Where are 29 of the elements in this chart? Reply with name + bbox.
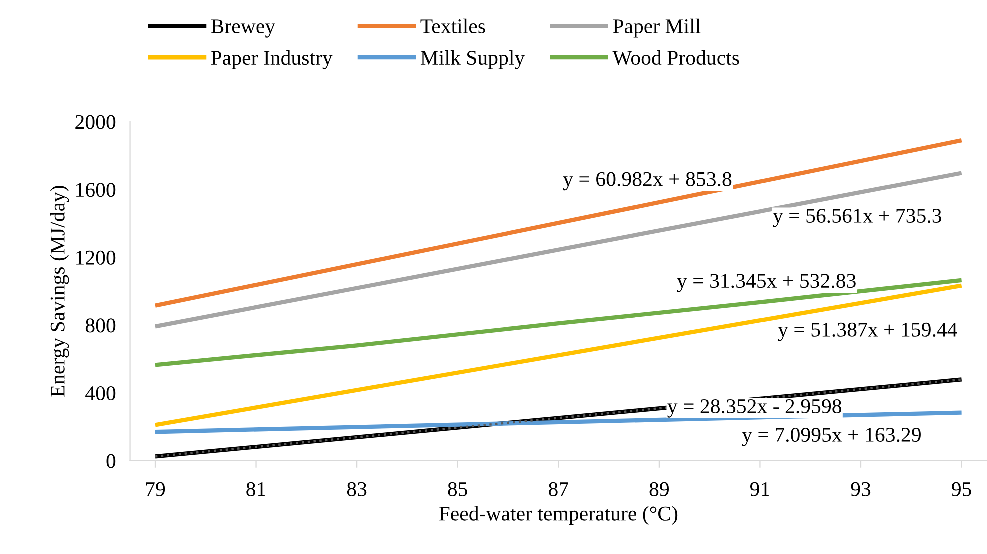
legend-label: Milk Supply [420,50,526,70]
x-tick-label: 79 [146,482,166,496]
annotation: y = 60.982x + 853.8 [563,172,732,191]
legend-label: Brewey [211,20,276,38]
x-tick-label: 89 [650,482,669,496]
legend-label: Paper Industry [211,50,333,70]
x-axis-title: Feed-water temperature (°C) [439,506,678,526]
y-tick-label: 0 [106,454,116,468]
annotation: y = 7.0995x + 163.29 [742,428,921,446]
x-tick-label: 85 [448,482,468,496]
x-tick-label: 83 [347,482,367,496]
annotation: y = 56.561x + 735.3 [773,208,942,228]
y-axis-title: Energy Savings (MJ/day) [50,186,70,398]
x-tick-label: 91 [750,482,770,496]
x-tick-label: 95 [952,482,972,496]
x-tick-label: 87 [549,482,568,496]
x-tick-label: 93 [851,482,871,496]
x-tick-label: 81 [246,482,266,496]
annotation: y = 51.387x + 159.44 [778,322,958,342]
y-tick-label: 400 [86,386,116,401]
legend-label: Wood Products [612,50,740,66]
y-tick-label: 800 [86,318,116,333]
annotation: y = 31.345x + 532.83 [677,274,856,292]
y-tick-label: 2000 [76,115,116,130]
y-tick-label: 1200 [76,250,116,265]
y-tick-label: 1600 [76,183,116,198]
annotation: y = 28.352x - 2.9598 [668,399,842,418]
legend-label: Paper Mill [613,18,701,38]
legend-label: Textiles [420,18,486,34]
